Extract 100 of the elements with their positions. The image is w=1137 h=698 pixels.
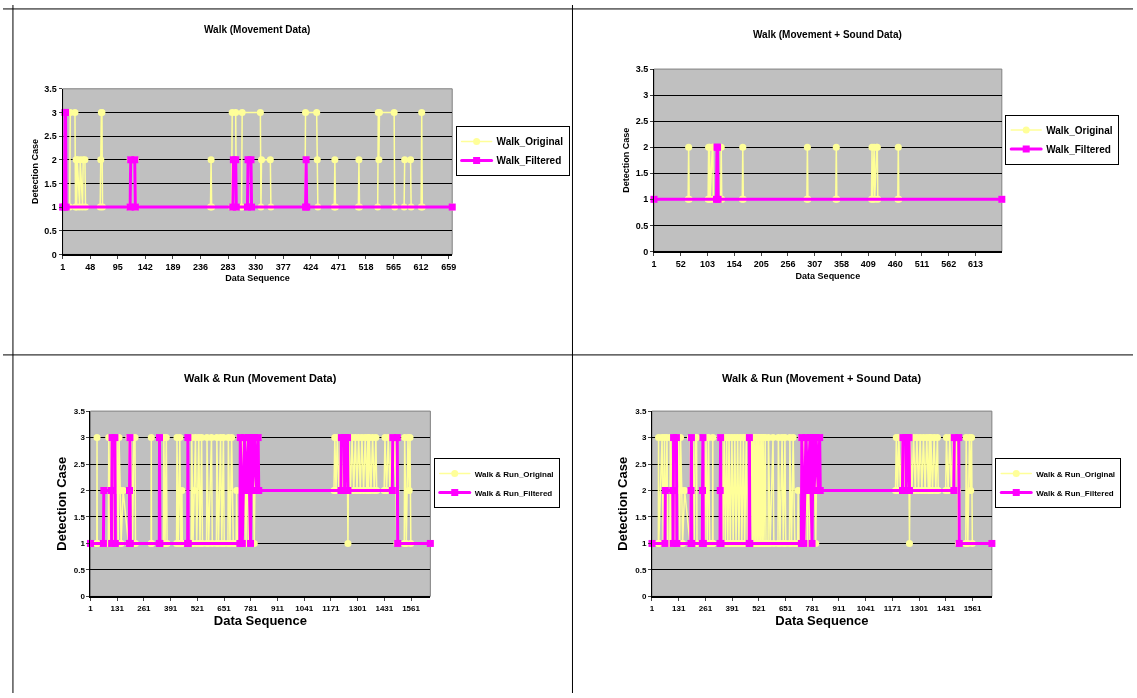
x-tick-label: 1041 bbox=[856, 604, 876, 613]
x-tick-label: 236 bbox=[192, 262, 209, 273]
x-tick-label: 142 bbox=[137, 262, 153, 273]
x-tick-label: 1171 bbox=[883, 604, 902, 613]
y-tick-label: 1.5 bbox=[73, 512, 86, 522]
y-tick-label: 0.5 bbox=[44, 225, 57, 236]
x-tick-label: 391 bbox=[725, 604, 740, 613]
x-tick-label: 1 bbox=[60, 262, 66, 273]
x-tick-label: 424 bbox=[303, 262, 319, 273]
y-axis-title: Detection Case bbox=[621, 127, 631, 193]
x-tick-label: 261 bbox=[698, 604, 713, 613]
y-tick-label: 1 bbox=[641, 539, 647, 549]
x-tick-label: 48 bbox=[85, 262, 96, 273]
y-tick-label: 1.5 bbox=[635, 168, 649, 179]
x-tick-label: 131 bbox=[110, 604, 125, 613]
y-tick-label: 2 bbox=[641, 486, 647, 496]
y-tick-label: 2.5 bbox=[635, 116, 649, 127]
x-tick-label: 511 bbox=[914, 259, 930, 270]
x-tick-label: 521 bbox=[190, 604, 205, 613]
x-tick-label: 612 bbox=[413, 262, 429, 273]
y-tick-label: 1 bbox=[51, 202, 57, 213]
x-tick-label: 103 bbox=[700, 259, 716, 270]
x-tick-label: 1 bbox=[88, 604, 94, 613]
y-tick-label: 2.5 bbox=[44, 131, 57, 142]
y-tick-label: 0.5 bbox=[73, 565, 86, 575]
x-tick-label: 95 bbox=[112, 262, 123, 273]
y-tick-label: 2 bbox=[51, 154, 57, 165]
x-tick-label: 283 bbox=[220, 262, 236, 273]
legend-label: Walk_Original bbox=[1046, 125, 1113, 136]
y-tick-label: 2 bbox=[80, 486, 86, 496]
y-axis-title: Detection Case bbox=[615, 456, 631, 551]
x-tick-label: 1 bbox=[651, 259, 657, 270]
x-tick-label: 52 bbox=[675, 259, 686, 270]
legend-label: Walk & Run_Original bbox=[474, 469, 554, 479]
y-tick-label: 1.5 bbox=[44, 178, 57, 189]
x-tick-label: 1041 bbox=[295, 604, 314, 613]
legend-label: Walk & Run_Filtered bbox=[474, 488, 553, 498]
y-tick-label: 3.5 bbox=[44, 83, 57, 94]
legend-label: Walk_Filtered bbox=[1046, 144, 1111, 155]
y-tick-label: 1 bbox=[80, 539, 86, 549]
x-tick-label: 1561 bbox=[402, 604, 421, 613]
y-tick-label: 3.5 bbox=[73, 406, 86, 416]
x-tick-label: 1561 bbox=[963, 604, 983, 613]
y-axis-title: Detection Case bbox=[53, 456, 69, 551]
y-tick-label: 1.5 bbox=[635, 512, 647, 522]
y-tick-label: 3.5 bbox=[635, 64, 649, 75]
x-tick-label: 1171 bbox=[322, 604, 341, 613]
chart-title: Walk & Run (Movement + Sound Data) bbox=[722, 372, 922, 384]
x-tick-label: 1301 bbox=[910, 604, 929, 613]
x-tick-label: 911 bbox=[832, 604, 846, 613]
y-tick-label: 0 bbox=[80, 592, 86, 602]
y-tick-label: 0.5 bbox=[635, 565, 647, 575]
y-tick-label: 2.5 bbox=[635, 459, 647, 469]
x-tick-label: 261 bbox=[137, 604, 152, 613]
x-tick-label: 521 bbox=[752, 604, 767, 613]
y-tick-label: 3 bbox=[51, 107, 57, 118]
legend-label: Walk_Original bbox=[496, 136, 564, 148]
legend-label: Walk & Run_Filtered bbox=[1036, 488, 1114, 498]
x-axis-title: Data Sequence bbox=[795, 270, 861, 281]
x-tick-label: 307 bbox=[807, 259, 823, 270]
x-tick-label: 565 bbox=[386, 262, 402, 273]
legend-label: Walk_Filtered bbox=[496, 155, 562, 167]
x-tick-label: 518 bbox=[358, 262, 374, 273]
x-tick-label: 659 bbox=[441, 262, 457, 273]
x-axis-title: Data Sequence bbox=[225, 273, 290, 284]
x-tick-label: 651 bbox=[778, 604, 793, 613]
x-tick-label: 358 bbox=[834, 259, 850, 270]
x-tick-label: 189 bbox=[165, 262, 181, 273]
y-tick-label: 3.5 bbox=[635, 406, 647, 416]
x-tick-label: 1431 bbox=[936, 604, 956, 613]
y-tick-label: 3 bbox=[641, 433, 647, 443]
x-tick-label: 391 bbox=[163, 604, 178, 613]
chart-title: Walk (Movement + Sound Data) bbox=[753, 29, 902, 40]
x-tick-label: 460 bbox=[887, 259, 903, 270]
x-tick-label: 1431 bbox=[375, 604, 394, 613]
x-tick-label: 911 bbox=[271, 604, 285, 613]
x-axis-title: Data Sequence bbox=[213, 613, 308, 629]
chart-title: Walk & Run (Movement Data) bbox=[184, 372, 337, 384]
x-tick-label: 651 bbox=[217, 604, 232, 613]
x-tick-label: 1301 bbox=[348, 604, 368, 613]
x-tick-label: 471 bbox=[330, 262, 346, 273]
y-tick-label: 0.5 bbox=[635, 220, 649, 231]
y-tick-label: 2 bbox=[643, 142, 649, 153]
x-tick-label: 330 bbox=[248, 262, 264, 273]
y-axis-title: Detection Case bbox=[29, 139, 40, 205]
x-tick-label: 1 bbox=[649, 604, 655, 613]
x-axis-title: Data Sequence bbox=[775, 613, 869, 629]
x-tick-label: 613 bbox=[968, 259, 984, 270]
y-tick-label: 3 bbox=[643, 90, 649, 101]
y-tick-label: 1 bbox=[643, 194, 649, 205]
x-tick-label: 377 bbox=[275, 262, 291, 273]
y-tick-label: 0 bbox=[643, 246, 649, 257]
legend-label: Walk & Run_Original bbox=[1036, 469, 1116, 479]
x-tick-label: 781 bbox=[244, 604, 258, 613]
x-tick-label: 409 bbox=[860, 259, 876, 270]
chart-title: Walk (Movement Data) bbox=[204, 24, 311, 35]
x-tick-label: 562 bbox=[941, 259, 957, 270]
x-tick-label: 131 bbox=[672, 604, 686, 613]
y-tick-label: 2.5 bbox=[73, 459, 86, 469]
x-tick-label: 154 bbox=[726, 259, 742, 270]
